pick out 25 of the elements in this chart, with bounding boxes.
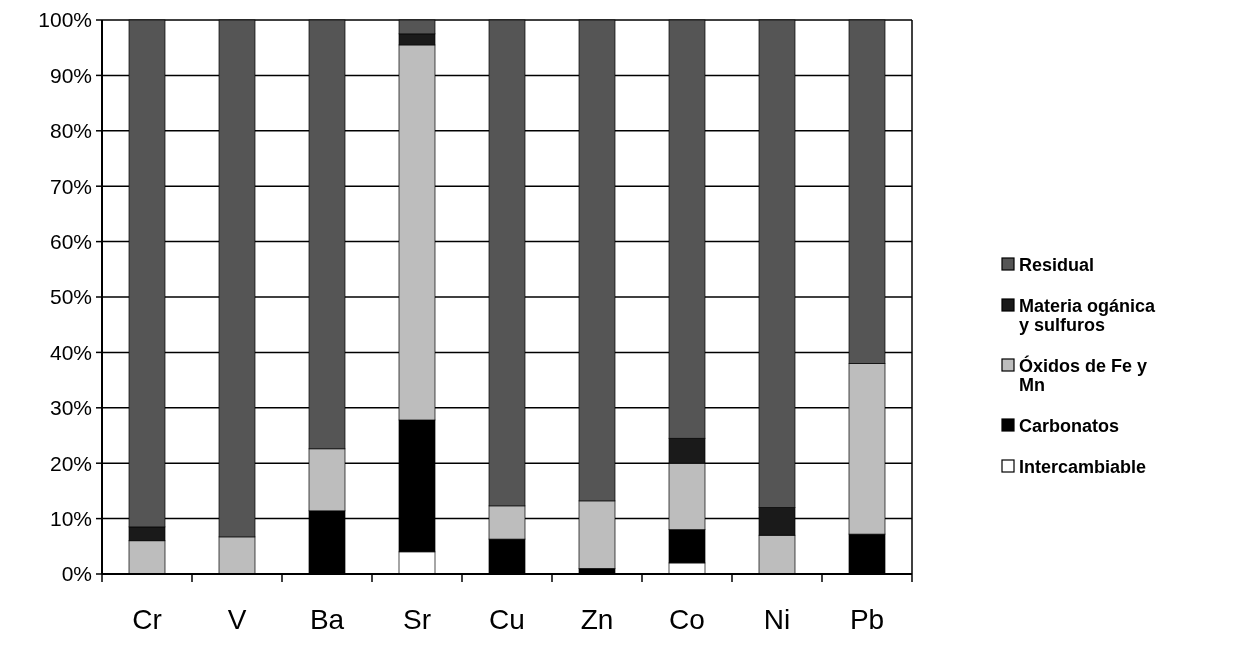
y-tick-label: 100%: [38, 8, 92, 32]
x-tick-label: Cu: [489, 604, 525, 635]
x-tick-label: Cr: [132, 604, 162, 635]
x-tick-label: Pb: [849, 604, 885, 635]
legend-label: Intercambiable: [1019, 457, 1147, 478]
y-tick-label: 0%: [61, 562, 92, 586]
y-tick-label: 60%: [49, 229, 92, 253]
y-tick-label: 70%: [49, 174, 92, 198]
y-tick-label: 50%: [49, 285, 92, 309]
y-tick-label: 20%: [49, 451, 92, 475]
x-tick-label: Co: [669, 604, 705, 635]
x-tick-label: Ni: [763, 604, 791, 635]
y-tick-label: 80%: [49, 119, 92, 143]
x-tick-label: V: [227, 604, 247, 635]
legend-label: Óxidos de Fe y Mn: [1019, 355, 1148, 396]
x-tick-label: Zn: [580, 604, 614, 635]
y-tick-label: 40%: [49, 340, 92, 364]
y-tick-label: 10%: [49, 506, 92, 530]
y-tick-label: 30%: [49, 396, 92, 420]
legend-label: Residual: [1019, 255, 1095, 276]
x-tick-label: Ba: [309, 604, 345, 635]
x-tick-label: Sr: [403, 604, 431, 635]
legend-label: Carbonatos: [1019, 416, 1120, 437]
legend-label: Materia ogánica y sulfuros: [1019, 296, 1157, 336]
y-tick-label: 90%: [49, 63, 92, 87]
